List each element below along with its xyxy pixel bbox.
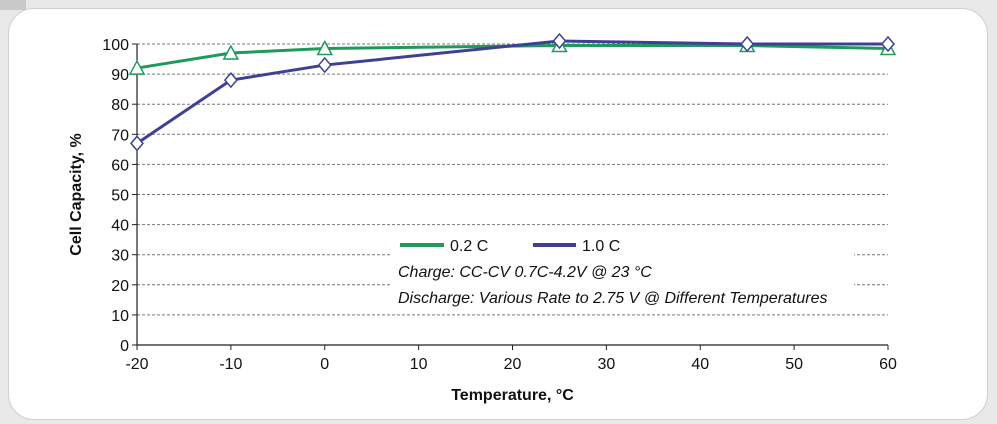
data-point	[317, 56, 332, 74]
x-axis-title: Temperature, °C	[451, 387, 574, 404]
chart-panel	[8, 8, 988, 420]
data-point	[881, 35, 895, 53]
data-point	[128, 59, 146, 75]
x-tick-label: 40	[691, 356, 709, 373]
top-left-tab	[0, 0, 26, 10]
x-tick-label: 30	[597, 356, 615, 373]
legend-background	[392, 230, 854, 310]
tick-labels: 0 10 20 30 40 50 60 70 80 90 100 -20 -10 0 10 20 30 40 50 6…	[102, 37, 897, 373]
data-point	[130, 135, 144, 152]
y-tick-label: 0	[120, 338, 129, 355]
y-tick-label: 50	[111, 188, 129, 205]
series-layer	[128, 32, 897, 152]
y-tick-label: 80	[111, 97, 129, 114]
x-tick-label: -20	[125, 356, 148, 373]
x-tick-label: 50	[785, 356, 803, 373]
x-tick-label: -10	[219, 356, 242, 373]
y-tick-label: 100	[102, 37, 129, 54]
data-point	[740, 35, 755, 53]
annotation-discharge: Discharge: Various Rate to 2.75 V @ Diff…	[398, 290, 827, 307]
y-tick-label: 90	[111, 67, 129, 84]
data-point	[316, 39, 334, 56]
data-point	[552, 32, 567, 50]
annotation-charge: Charge: CC-CV 0.7C-4.2V @ 23 °C	[398, 264, 652, 281]
x-tick-label: 10	[410, 356, 428, 373]
y-axis-title: Cell Capacity, %	[68, 133, 85, 255]
y-tick-label: 60	[111, 157, 129, 174]
legend-box	[392, 230, 854, 310]
x-tick-label: 0	[320, 356, 329, 373]
series-line-1	[136, 39, 888, 145]
y-tick-label: 30	[111, 248, 129, 265]
x-tick-label: 60	[879, 356, 897, 373]
data-point	[223, 71, 238, 89]
y-tick-label: 10	[111, 308, 129, 325]
y-tick-label: 70	[111, 127, 129, 144]
y-tick-label: 40	[111, 218, 129, 235]
data-point	[222, 44, 240, 60]
x-tick-label: 20	[504, 356, 522, 373]
legend-label-0.2C: 0.2 C	[450, 238, 488, 255]
y-tick-label: 20	[111, 278, 129, 295]
series-line-0	[136, 44, 889, 70]
legend-label-1.0C: 1.0 C	[582, 238, 620, 255]
